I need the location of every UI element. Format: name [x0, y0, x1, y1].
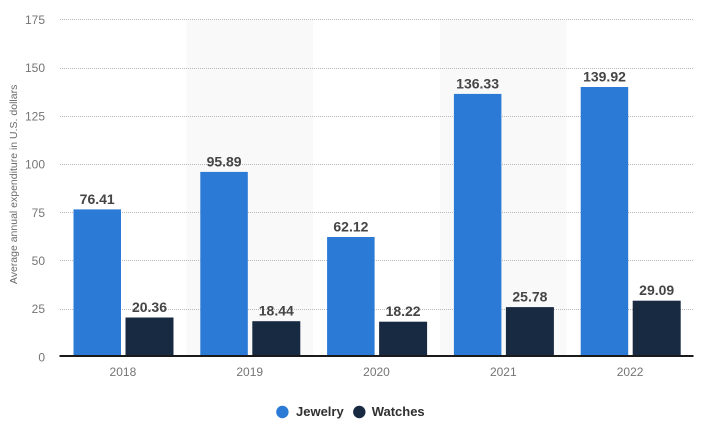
svg-text:29.09: 29.09 — [639, 282, 674, 298]
svg-text:0: 0 — [38, 350, 45, 364]
svg-text:18.22: 18.22 — [386, 303, 421, 319]
svg-text:2020: 2020 — [363, 365, 390, 379]
svg-text:2021: 2021 — [490, 365, 517, 379]
svg-text:25.78: 25.78 — [512, 289, 547, 305]
svg-text:136.33: 136.33 — [456, 75, 499, 91]
svg-text:Jewelry: Jewelry — [296, 404, 344, 419]
svg-text:62.12: 62.12 — [333, 218, 368, 234]
svg-text:75: 75 — [32, 206, 46, 220]
svg-text:76.41: 76.41 — [80, 191, 115, 207]
svg-text:2018: 2018 — [110, 365, 137, 379]
svg-text:18.44: 18.44 — [259, 303, 294, 319]
svg-text:20.36: 20.36 — [132, 299, 167, 315]
svg-text:2022: 2022 — [617, 365, 644, 379]
svg-text:175: 175 — [25, 13, 45, 27]
svg-text:150: 150 — [25, 61, 45, 75]
svg-text:50: 50 — [32, 254, 46, 268]
svg-text:100: 100 — [25, 158, 45, 172]
svg-text:2019: 2019 — [236, 365, 263, 379]
svg-text:Average annual expenditure in: Average annual expenditure in U.S. dolla… — [8, 85, 20, 284]
svg-text:139.92: 139.92 — [583, 68, 626, 84]
svg-text:25: 25 — [32, 302, 46, 316]
svg-text:95.89: 95.89 — [207, 153, 242, 169]
svg-text:125: 125 — [25, 109, 45, 123]
svg-text:Watches: Watches — [372, 404, 425, 419]
